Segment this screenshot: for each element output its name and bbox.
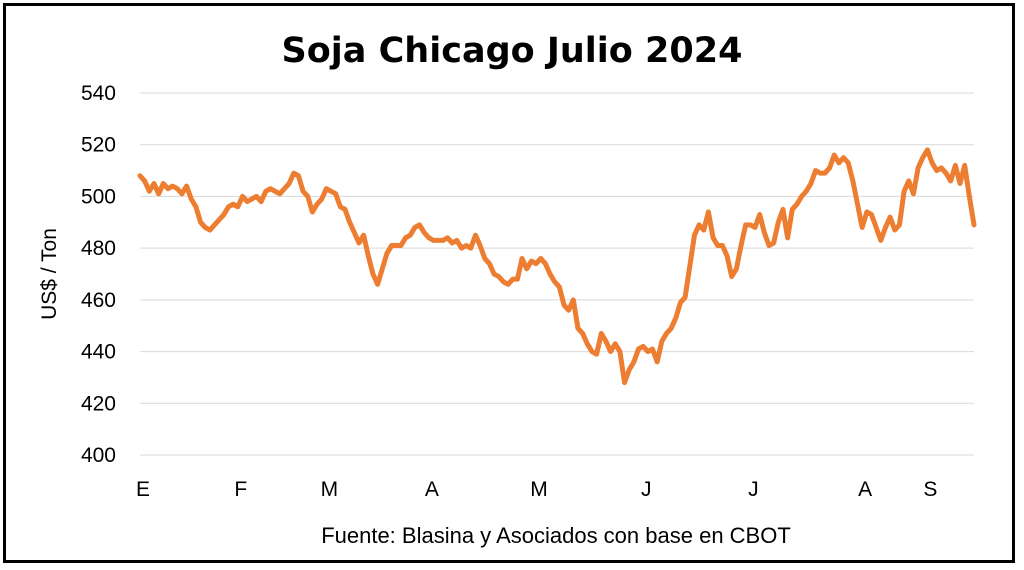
series-line-0 [137,147,977,386]
chart-title: Soja Chicago Julio 2024 [282,31,743,71]
y-axis-label: US$ / Ton [38,228,61,320]
y-tick-label: 540 [81,82,116,105]
x-tick-label: J [748,478,759,501]
y-tick-label: 480 [81,237,116,260]
y-tick-label: 440 [81,341,116,364]
x-tick-label: J [641,478,652,501]
y-tick-label: 400 [81,444,116,467]
series-group [137,147,977,386]
x-tick-label: S [923,478,937,501]
y-tick-label: 420 [81,392,116,415]
x-tick-label: F [234,478,247,501]
x-tick-label: M [530,478,548,501]
y-tick-label: 520 [81,134,116,157]
x-tick-label: E [136,478,150,501]
gridlines [140,92,974,456]
x-tick-label: A [425,478,439,501]
source-note: Fuente: Blasina y Asociados con base en … [321,523,791,548]
y-tick-label: 500 [81,185,116,208]
y-tick-label: 460 [81,289,116,312]
x-tick-label: A [858,478,872,501]
y-axis-ticks: 400 420 440 460 480 500 520 540 [81,82,116,467]
x-tick-label: M [321,478,339,501]
